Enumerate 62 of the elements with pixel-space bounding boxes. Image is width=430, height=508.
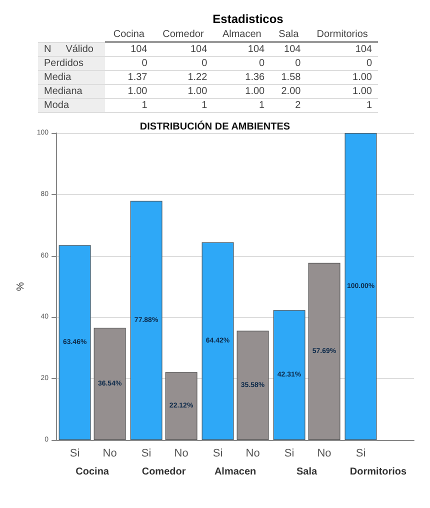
- category-label: Perdidos: [44, 58, 84, 69]
- text: 1.00: [188, 86, 208, 97]
- text: Si: [141, 448, 152, 460]
- x-tick-label: Almacen: [214, 466, 256, 478]
- text: 2: [295, 100, 301, 111]
- text: 1.00: [352, 72, 372, 83]
- text: N: [38, 42, 60, 56]
- bar: [165, 372, 198, 440]
- bar: [130, 200, 162, 440]
- x-tick-label: Comedor: [142, 466, 186, 478]
- bar: [202, 242, 234, 440]
- x-tick-label: Sala: [296, 466, 318, 478]
- text: Si: [356, 448, 366, 460]
- text: 1: [259, 100, 265, 111]
- category-label: Moda: [44, 100, 70, 111]
- text: No: [317, 448, 332, 460]
- text: Estadisticos: [212, 11, 284, 28]
- bar: [308, 262, 340, 440]
- category-label: Válido: [66, 44, 94, 55]
- text: 1: [366, 100, 372, 111]
- text: 1.22: [188, 72, 208, 83]
- text: 1.00: [128, 86, 148, 97]
- category-label: Mediana: [44, 86, 82, 97]
- text: 1.58: [281, 72, 301, 83]
- text: 1.37: [128, 72, 148, 83]
- text: 104: [355, 44, 372, 55]
- text: 1.00: [245, 86, 265, 97]
- text: No: [246, 448, 260, 460]
- text: 0: [142, 58, 148, 69]
- text: Si: [212, 448, 223, 460]
- bar: [94, 328, 126, 440]
- x-tick-label: Dormitorios: [350, 466, 408, 478]
- text: 1.36: [245, 72, 265, 83]
- category-label: Dormitorios: [306, 28, 378, 42]
- category-label: Almacen: [213, 28, 271, 42]
- bar: [273, 310, 306, 440]
- text: 104: [284, 44, 301, 55]
- text: 0: [259, 58, 265, 69]
- bar: [58, 245, 91, 440]
- bar: [344, 133, 377, 440]
- series-label: Si: [70, 448, 80, 460]
- category-label: Cocina: [104, 28, 154, 42]
- text: 1.00: [352, 86, 372, 97]
- text: Si: [284, 448, 294, 460]
- series-label: No: [102, 448, 117, 460]
- x-tick-label: Cocina: [76, 466, 110, 478]
- category-label: Media: [44, 72, 72, 83]
- text: No: [174, 448, 188, 460]
- text: 104: [190, 44, 208, 55]
- chart-title: DISTRIBUCIÓN DE AMBIENTES: [140, 120, 290, 132]
- bar: [236, 330, 269, 440]
- text: 0: [295, 58, 301, 69]
- text: 1: [202, 100, 208, 111]
- category-label: Sala: [270, 28, 307, 42]
- text: 104: [248, 44, 265, 55]
- text: 2.00: [281, 86, 301, 97]
- category-label: Comedor: [153, 28, 214, 42]
- text: 1: [142, 100, 148, 111]
- text: 104: [130, 44, 148, 55]
- text: 0: [366, 58, 372, 69]
- text: 0: [202, 58, 208, 69]
- y-axis-title: %: [16, 282, 26, 291]
